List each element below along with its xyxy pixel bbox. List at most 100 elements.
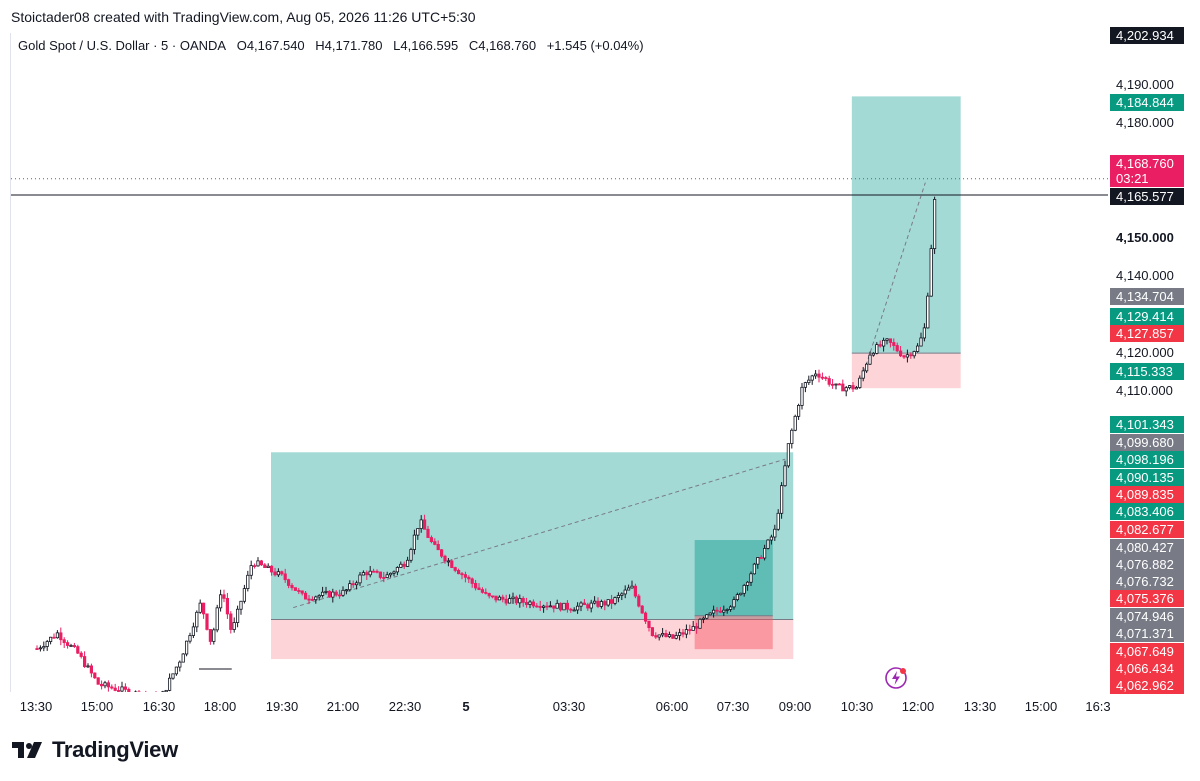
trajectory-line bbox=[293, 458, 786, 609]
candle-body bbox=[280, 571, 284, 575]
candle-body bbox=[854, 387, 859, 390]
candle-body bbox=[528, 601, 532, 605]
candle-body bbox=[59, 632, 63, 641]
candle-body bbox=[439, 549, 444, 557]
time-tick-label: 5 bbox=[462, 699, 470, 714]
price-label: 4,184.844 bbox=[1110, 94, 1184, 111]
candle-body bbox=[446, 560, 451, 563]
candle-body bbox=[409, 549, 413, 561]
candle-body bbox=[399, 563, 403, 568]
candle-body bbox=[395, 567, 400, 573]
symbol-legend: Gold Spot / U.S. Dollar · 5 · OANDA O4,1… bbox=[18, 38, 651, 53]
price-label: 4,075.376 bbox=[1110, 590, 1184, 607]
candle-body bbox=[837, 383, 842, 386]
candle-body bbox=[443, 555, 447, 562]
candle-body bbox=[548, 605, 553, 608]
candle-body bbox=[263, 564, 267, 568]
candle-body bbox=[712, 609, 716, 614]
candle-body bbox=[525, 601, 529, 605]
candle-body bbox=[593, 600, 597, 604]
price-tick-label: 4,150.000 bbox=[1116, 230, 1174, 245]
tradingview-logo-icon bbox=[12, 742, 42, 758]
candle-body bbox=[790, 429, 794, 445]
candle-body bbox=[783, 465, 787, 487]
candle-body bbox=[640, 605, 644, 614]
candle-body bbox=[259, 560, 263, 566]
price-label: 4,067.649 bbox=[1110, 643, 1184, 660]
position-loss-zone bbox=[271, 619, 794, 660]
candle-body bbox=[752, 563, 757, 575]
lightning-icon[interactable] bbox=[884, 666, 908, 690]
candle-body bbox=[742, 584, 746, 594]
candle-body bbox=[899, 350, 903, 357]
candle-body bbox=[861, 370, 865, 379]
candle-body bbox=[756, 557, 760, 565]
time-tick-label: 10:30 bbox=[840, 699, 874, 714]
candle-body bbox=[803, 382, 808, 388]
candle-body bbox=[654, 635, 658, 638]
candle-body bbox=[501, 596, 505, 600]
candle-body bbox=[467, 576, 471, 580]
candle-body bbox=[576, 605, 580, 611]
price-chart[interactable] bbox=[11, 33, 1108, 692]
candle-body bbox=[664, 633, 668, 638]
candle-body bbox=[93, 672, 97, 679]
price-tick-label: 4,110.000 bbox=[1116, 383, 1173, 398]
candle-body bbox=[232, 622, 236, 630]
chart-pane[interactable] bbox=[10, 33, 1108, 692]
candle-body bbox=[385, 574, 389, 578]
time-tick-label: 22:30 bbox=[388, 699, 422, 714]
candle-body bbox=[497, 596, 502, 601]
candle-body bbox=[882, 339, 886, 347]
candle-body bbox=[865, 363, 869, 372]
candle-body bbox=[480, 589, 485, 593]
candle-body bbox=[188, 635, 192, 642]
candle-body bbox=[684, 629, 689, 635]
candle-body bbox=[542, 605, 546, 608]
price-tick-label: 4,120.000 bbox=[1116, 345, 1174, 360]
tradingview-logo: TradingView bbox=[12, 737, 178, 763]
candle-body bbox=[844, 387, 848, 392]
candle-body bbox=[926, 295, 930, 329]
candle-body bbox=[892, 342, 896, 346]
candle-body bbox=[225, 597, 229, 615]
legend-open: O4,167.540 bbox=[236, 38, 305, 53]
candle-body bbox=[235, 608, 240, 623]
candle-body bbox=[195, 611, 199, 628]
candle-body bbox=[72, 645, 77, 648]
candle-body bbox=[208, 629, 212, 642]
candle-body bbox=[698, 618, 702, 629]
candle-body bbox=[800, 386, 804, 406]
candle-body bbox=[933, 199, 937, 250]
candle-body bbox=[35, 648, 39, 650]
candle-body bbox=[671, 634, 675, 639]
candle-body bbox=[184, 640, 189, 655]
time-tick-label: 09:00 bbox=[778, 699, 812, 714]
candle-body bbox=[113, 687, 117, 691]
candle-body bbox=[582, 602, 587, 606]
candle-body bbox=[507, 598, 512, 604]
candle-body bbox=[201, 602, 206, 615]
candle-body bbox=[705, 614, 709, 619]
candle-body bbox=[895, 345, 899, 352]
time-tick-label: 15:00 bbox=[1024, 699, 1058, 714]
candle-body bbox=[650, 627, 655, 637]
candle-body bbox=[167, 677, 172, 691]
candle-body bbox=[416, 528, 420, 536]
candle-body bbox=[885, 338, 889, 341]
candle-body bbox=[535, 605, 539, 608]
candle-body bbox=[763, 548, 767, 559]
candle-body bbox=[191, 626, 195, 636]
candle-body bbox=[565, 602, 570, 610]
candle-body bbox=[490, 595, 495, 598]
candle-body bbox=[300, 590, 304, 594]
candle-body bbox=[858, 377, 862, 388]
candle-body bbox=[45, 641, 49, 647]
candle-body bbox=[848, 385, 852, 389]
candle-body bbox=[79, 652, 83, 657]
candle-body bbox=[834, 383, 838, 386]
candle-body bbox=[276, 571, 281, 576]
candle-body bbox=[797, 405, 801, 417]
chart-attribution: Stoictader08 created with TradingView.co… bbox=[11, 9, 476, 25]
time-tick-label: 13:30 bbox=[19, 699, 53, 714]
